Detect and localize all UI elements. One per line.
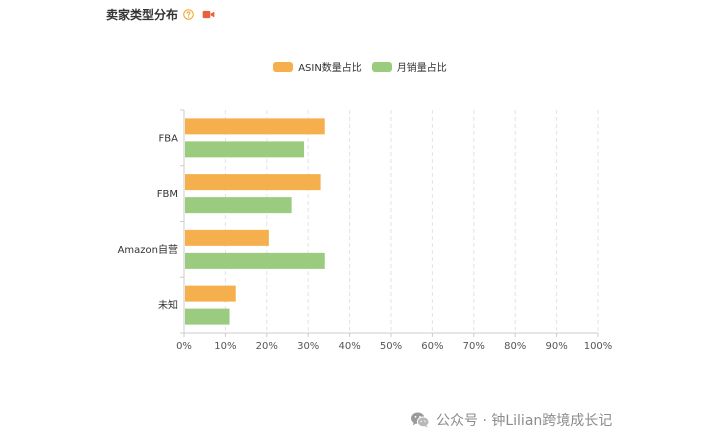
chart-legend: ASIN数量占比 月销量占比: [0, 59, 712, 74]
x-tick-label: 40%: [338, 341, 360, 352]
bar: [185, 141, 305, 158]
watermark-text: 公众号 · 钟Lilian跨境成长记: [436, 413, 613, 429]
category-label: 未知: [158, 299, 178, 312]
x-tick-label: 10%: [214, 341, 236, 352]
watermark: 公众号 · 钟Lilian跨境成长记: [410, 410, 612, 430]
chart-header: 卖家类型分布: [106, 5, 215, 23]
bar: [185, 252, 325, 269]
x-tick-label: 100%: [584, 341, 613, 352]
x-tick-label: 0%: [176, 341, 192, 352]
x-tick-label: 30%: [297, 341, 319, 352]
x-tick-label: 60%: [421, 341, 443, 352]
chart-title: 卖家类型分布: [106, 7, 179, 22]
legend-swatch-asin: [273, 61, 294, 72]
legend-label-sales: 月销量占比: [396, 63, 447, 74]
x-tick-label: 70%: [463, 341, 485, 352]
x-tick-label: 80%: [504, 341, 526, 352]
x-tick-label: 90%: [545, 341, 567, 352]
bar: [185, 174, 321, 191]
bar: [185, 285, 236, 302]
legend-item-asin[interactable]: ASIN数量占比: [273, 59, 362, 74]
category-label: FBA: [159, 133, 179, 144]
x-tick-label: 20%: [256, 341, 278, 352]
legend-swatch-sales: [371, 61, 392, 72]
bar: [185, 118, 325, 135]
video-camera-icon[interactable]: [202, 10, 215, 19]
bar: [185, 308, 230, 325]
bar: [185, 197, 292, 214]
legend-item-sales[interactable]: 月销量占比: [371, 59, 447, 74]
wechat-icon: [411, 412, 430, 428]
x-tick-label: 50%: [380, 341, 402, 352]
question-circle-icon[interactable]: [183, 8, 194, 20]
category-label: Amazon自营: [118, 243, 178, 256]
legend-label-asin: ASIN数量占比: [298, 63, 362, 74]
bar: [185, 229, 269, 246]
category-label: FBM: [157, 189, 178, 200]
